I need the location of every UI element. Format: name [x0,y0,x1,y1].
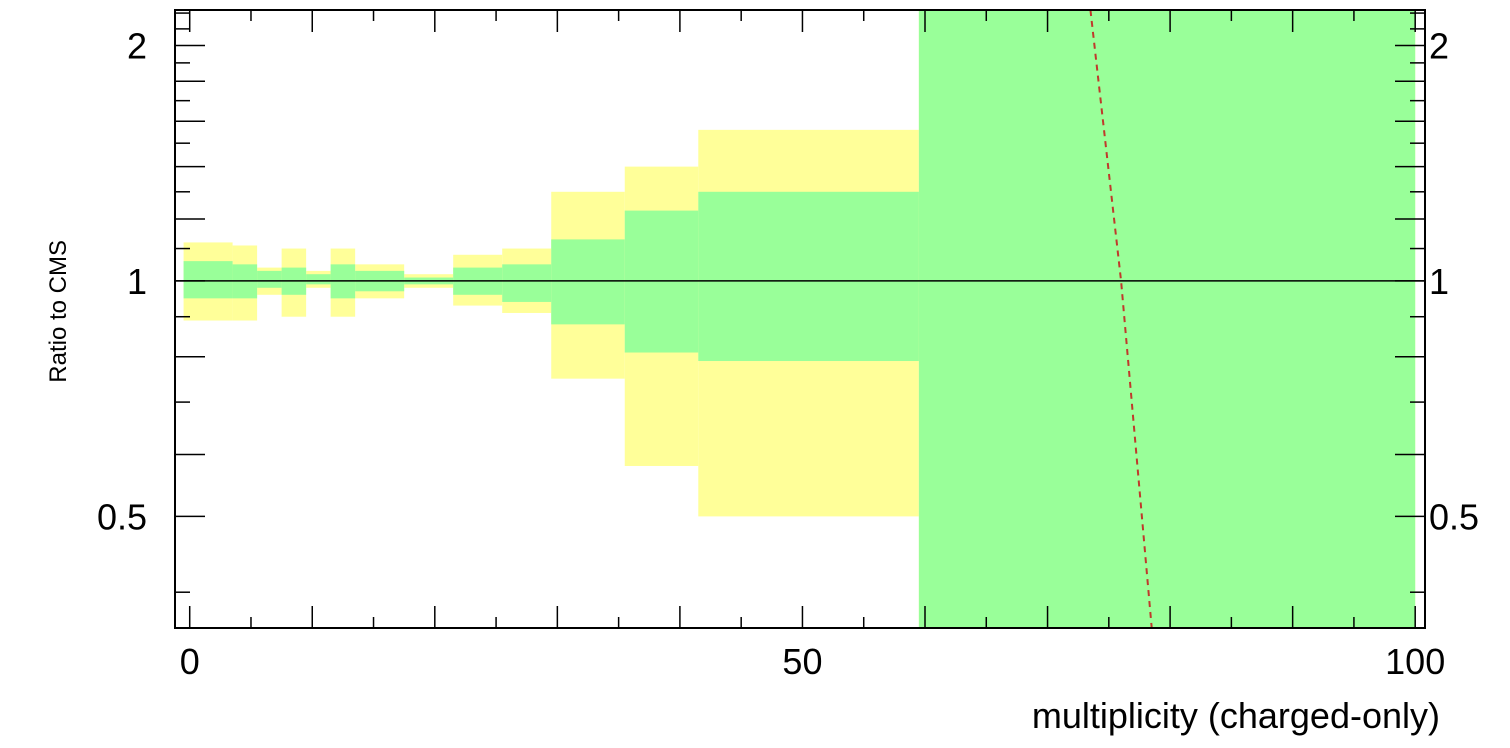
y-tick-label-left: 1 [127,261,147,302]
plot-frame [174,9,1426,629]
inner-uncertainty-bands [183,10,1416,628]
y-tick-label-right: 1 [1429,261,1449,302]
mc-curve [1089,9,1153,629]
y-tick-labels-right: 0.5 1 2 [1429,25,1479,537]
inner-band [306,274,331,285]
y-tick-labels-left: 0.5 1 2 [97,25,147,537]
inner-band [183,261,233,299]
x-tick-label: 0 [180,641,200,682]
y-axis-title: Ratio to CMS [45,240,72,383]
y-tick-label-left: 2 [127,25,147,66]
inner-band [918,10,1416,628]
axis-ticks [175,10,1425,628]
y-tick-label-right: 2 [1429,25,1449,66]
inner-band [502,264,552,302]
x-axis-title: multiplicity (charged-only) [1032,695,1440,736]
y-tick-label-right: 0.5 [1429,496,1479,537]
x-tick-label: 50 [782,641,822,682]
y-tick-label-left: 0.5 [97,496,147,537]
inner-band [257,270,282,288]
x-tick-label: 100 [1385,641,1445,682]
inner-band [698,191,919,362]
x-tick-labels: 0 50 100 [180,641,1446,682]
inner-band [551,239,625,325]
